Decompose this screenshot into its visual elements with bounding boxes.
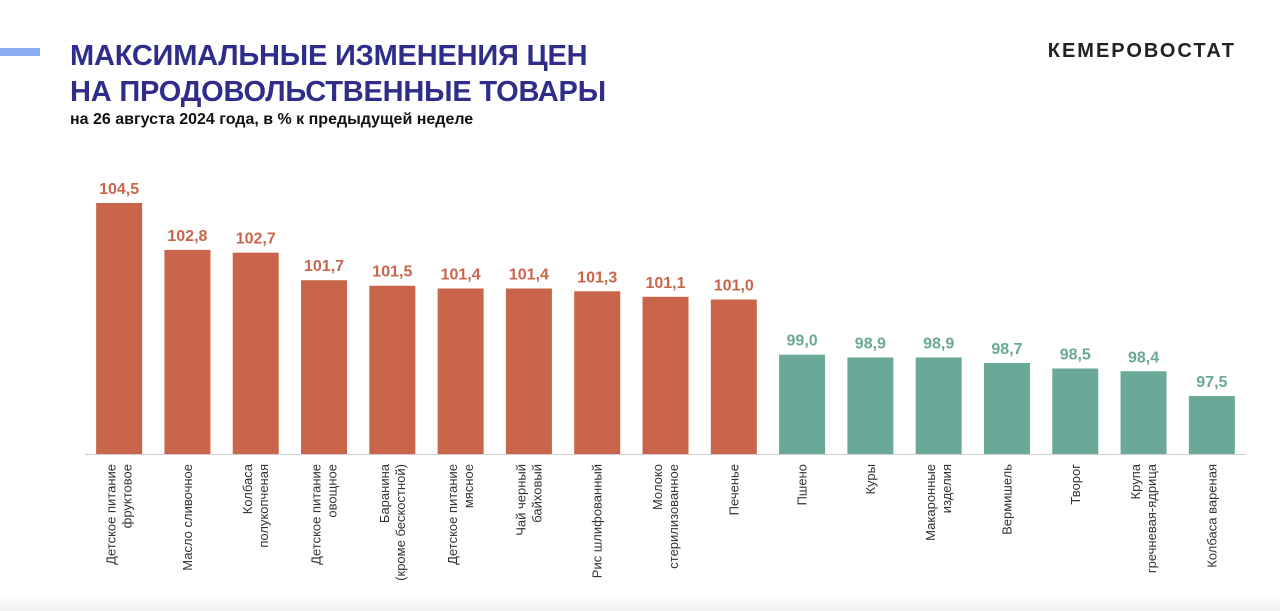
title-line-1: МАКСИМАЛЬНЫЕ ИЗМЕНЕНИЯ ЦЕН: [70, 40, 588, 72]
bar-1: [164, 249, 211, 454]
category-label-line: Рис шлифованный: [590, 464, 605, 578]
category-label-line: Печенье: [726, 464, 741, 515]
category-label-7: Рис шлифованный: [590, 464, 605, 578]
bar-7: [574, 291, 621, 454]
value-label-13: 98,7: [991, 341, 1022, 358]
value-label-15: 98,4: [1128, 349, 1159, 366]
bar-15: [1120, 371, 1167, 454]
value-label-8: 101,1: [645, 275, 685, 292]
category-label-line: байховый: [529, 464, 544, 523]
accent-bar: [0, 48, 40, 56]
category-label-line: гречневая-ядрица: [1144, 463, 1159, 573]
category-label-5: Детское питание мясное: [445, 464, 476, 565]
chart-subtitle: на 26 августа 2024 года, в % к предыдуще…: [70, 111, 474, 128]
category-label-line: Чай черный: [513, 464, 528, 536]
bar-16: [1188, 396, 1235, 454]
category-label-13: Вермишель: [999, 464, 1014, 535]
bar-2: [232, 252, 279, 454]
category-label-15: Крупа гречневая-ядрица: [1128, 463, 1159, 573]
category-label-line: Детское питание: [309, 464, 324, 565]
bar-10: [779, 354, 826, 454]
value-label-10: 99,0: [787, 333, 818, 350]
category-label-3: Детское питание овощное: [309, 464, 340, 565]
category-label-line: Куры: [863, 464, 878, 495]
category-label-1: Масло сливочное: [180, 464, 195, 571]
bar-5: [437, 288, 484, 454]
category-label-line: Пшено: [795, 464, 810, 505]
category-label-line: изделия: [939, 464, 954, 513]
category-label-0: Детское питание фруктовое: [104, 464, 135, 565]
value-label-14: 98,5: [1060, 346, 1091, 363]
value-label-0: 104,5: [99, 181, 139, 198]
category-label-line: Молоко: [650, 464, 665, 510]
bar-6: [505, 288, 552, 454]
bar-0: [96, 203, 143, 454]
category-label-line: Масло сливочное: [180, 464, 195, 571]
value-label-11: 98,9: [855, 335, 886, 352]
category-label-line: полукопченая: [256, 464, 271, 548]
category-label-line: фруктовое: [120, 464, 135, 528]
category-label-12: Макаронные изделия: [923, 464, 954, 541]
bar-12: [915, 357, 962, 454]
category-label-line: Макаронные: [923, 464, 938, 541]
category-label-line: овощное: [325, 464, 340, 518]
category-label-line: Колбаса: [240, 463, 255, 514]
category-label-line: Колбаса вареная: [1204, 464, 1219, 568]
value-label-16: 97,5: [1196, 374, 1227, 391]
value-label-5: 101,4: [441, 267, 481, 284]
value-label-4: 101,5: [372, 264, 412, 281]
category-label-line: мясное: [461, 464, 476, 508]
bottom-shade: [0, 597, 1280, 611]
category-label-line: Баранина: [377, 463, 392, 523]
value-label-1: 102,8: [167, 228, 207, 245]
bar-13: [983, 362, 1030, 454]
bar-9: [710, 299, 757, 454]
bar-8: [642, 296, 689, 454]
category-label-11: Куры: [863, 464, 878, 495]
title-line-2: НА ПРОДОВОЛЬСТВЕННЫЕ ТОВАРЫ: [70, 76, 606, 108]
category-label-line: (кроме бескостной): [393, 464, 408, 581]
value-label-3: 101,7: [304, 258, 344, 275]
category-label-8: Молоко стерилизованное: [650, 464, 681, 569]
bar-3: [301, 280, 348, 454]
category-label-2: Колбаса полукопченая: [240, 463, 271, 547]
brand-logo: КЕМЕРОВОСТАТ: [1047, 40, 1236, 62]
category-label-4: Баранина (кроме бескостной): [377, 463, 408, 581]
value-label-7: 101,3: [577, 269, 617, 286]
value-label-9: 101,0: [714, 278, 754, 295]
category-label-10: Пшено: [795, 464, 810, 505]
category-label-9: Печенье: [726, 464, 741, 515]
category-label-line: Детское питание: [445, 464, 460, 565]
value-label-12: 98,9: [923, 335, 954, 352]
bar-14: [1052, 368, 1099, 454]
value-label-2: 102,7: [236, 231, 276, 248]
category-label-line: Детское питание: [104, 464, 119, 565]
value-label-6: 101,4: [509, 267, 549, 284]
category-label-line: Творог: [1068, 464, 1083, 505]
category-label-line: Вермишель: [999, 464, 1014, 535]
chart-title: МАКСИМАЛЬНЫЕ ИЗМЕНЕНИЯ ЦЕН НА ПРОДОВОЛЬС…: [70, 38, 606, 110]
category-label-6: Чай черный байховый: [513, 464, 544, 536]
category-label-16: Колбаса вареная: [1204, 464, 1219, 568]
bar-11: [847, 357, 894, 454]
bar-4: [369, 285, 416, 454]
category-label-line: Крупа: [1128, 463, 1143, 499]
category-label-14: Творог: [1068, 464, 1083, 505]
category-label-line: стерилизованное: [666, 464, 681, 569]
